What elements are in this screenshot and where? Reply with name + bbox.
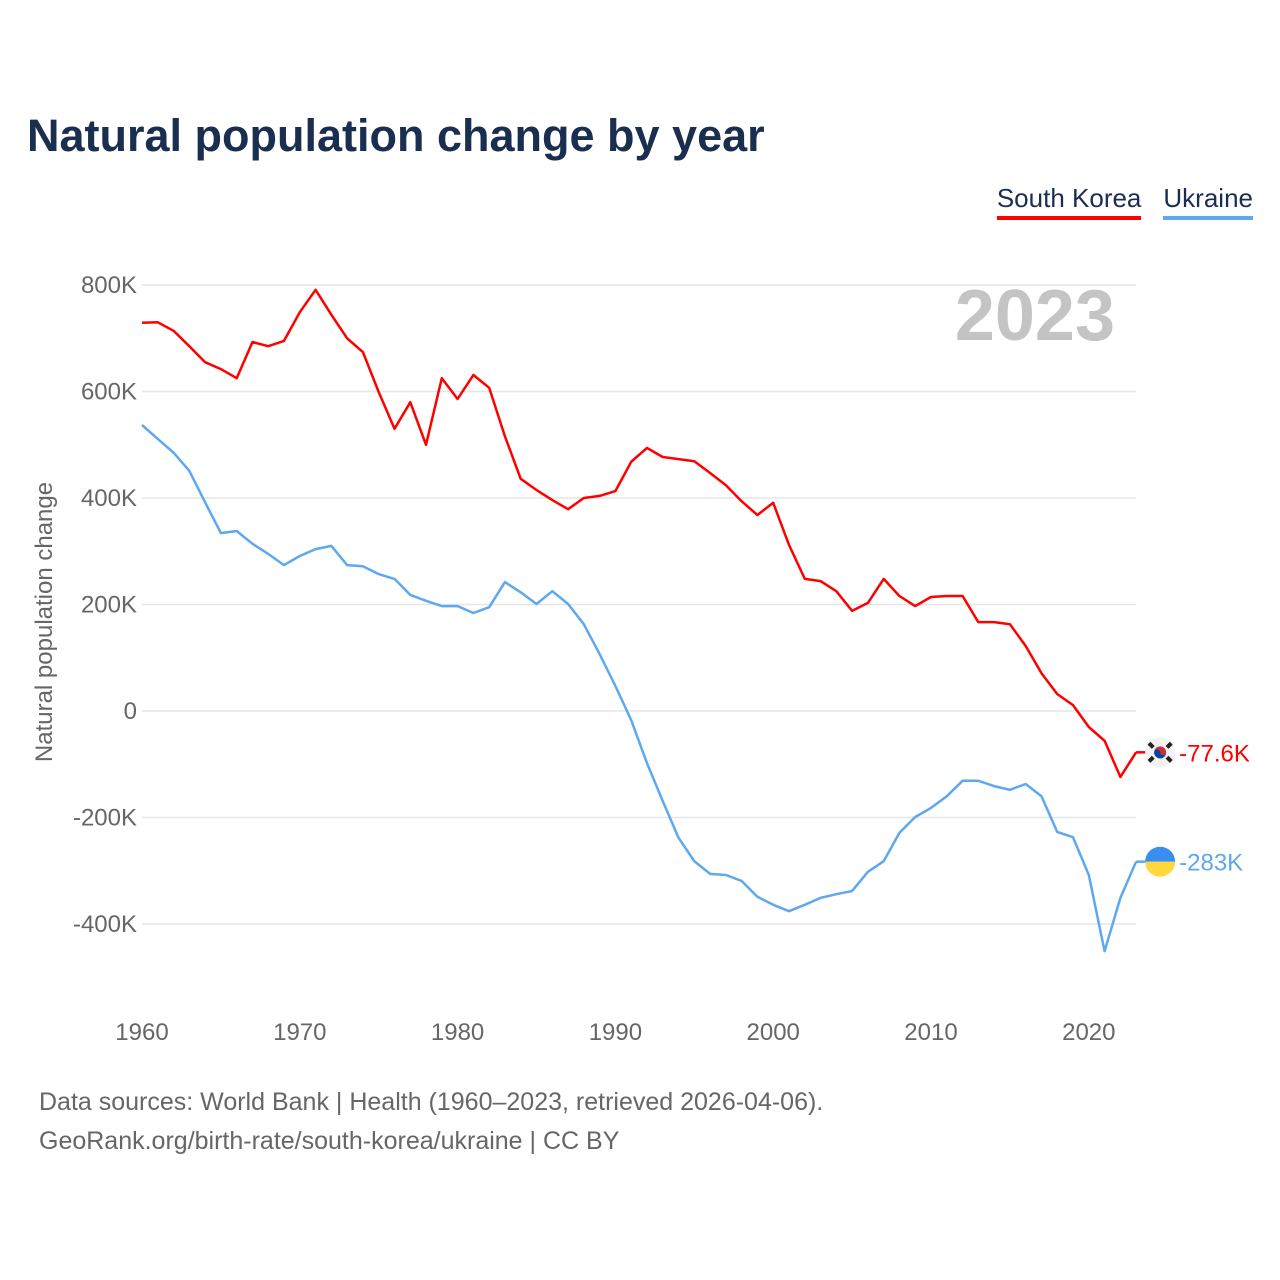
chart-title: Natural population change by year — [27, 110, 765, 161]
y-axis-label: Natural population change — [31, 482, 58, 762]
y-tick-label: 800K — [81, 272, 137, 299]
x-tick-label: 1960 — [115, 1019, 168, 1046]
flag-taegeuk-blue — [1154, 749, 1167, 759]
flag-trigram — [1165, 755, 1173, 763]
x-tick-label: 1990 — [589, 1019, 642, 1046]
y-tick-label: -200K — [73, 805, 137, 832]
end-value-label: -283K — [1179, 850, 1243, 877]
y-tick-label: 400K — [81, 485, 137, 512]
x-tick-label: 1980 — [431, 1019, 484, 1046]
x-tick-label: 2010 — [904, 1019, 957, 1046]
source-line-2: GeoRank.org/birth-rate/south-korea/ukrai… — [39, 1127, 620, 1155]
series-line-ukraine — [141, 424, 1138, 953]
flag-trigram — [1165, 741, 1173, 749]
x-tick-label: 2000 — [747, 1019, 800, 1046]
source-line-1: Data sources: World Bank | Health (1960–… — [39, 1088, 824, 1116]
end-value-label: -77.6K — [1179, 740, 1250, 767]
y-tick-label: 0 — [124, 698, 137, 725]
y-tick-label: 600K — [81, 379, 137, 406]
flag-trigram — [1147, 741, 1155, 749]
legend-south-korea[interactable]: South Korea — [996, 183, 1142, 220]
ukraine-flag-icon — [1145, 846, 1176, 862]
year-label: 2023 — [955, 276, 1115, 356]
legend: South Korea Ukraine — [996, 183, 1253, 220]
y-tick-label: 200K — [81, 592, 137, 619]
flag-trigram — [1147, 755, 1155, 763]
x-tick-label: 1970 — [273, 1019, 326, 1046]
legend-ukraine[interactable]: Ukraine — [1163, 183, 1253, 220]
ukraine-flag-yellow — [1145, 861, 1176, 877]
y-tick-label: -400K — [73, 911, 137, 938]
series-line-south-korea — [141, 288, 1138, 779]
x-tick-label: 2020 — [1062, 1019, 1115, 1046]
